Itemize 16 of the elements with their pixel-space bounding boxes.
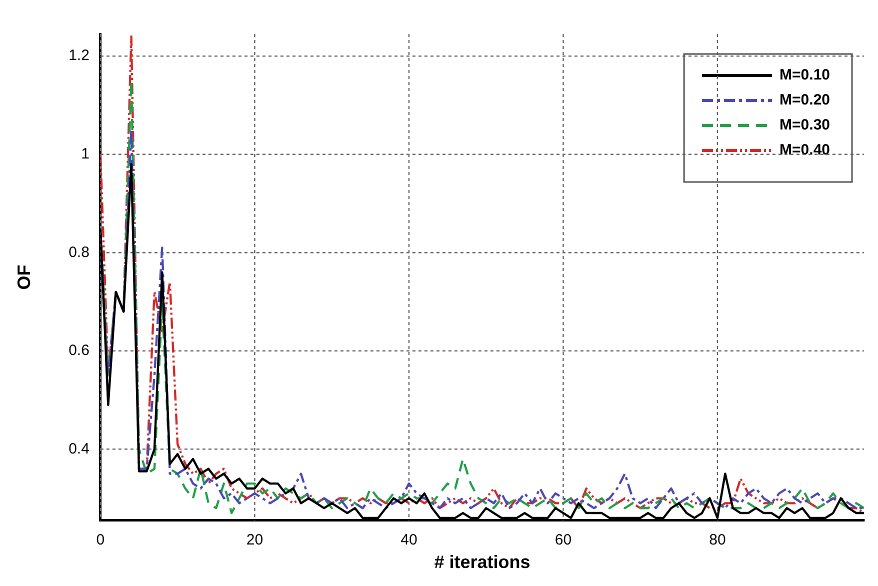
x-tick-label: 0 (96, 532, 105, 549)
x-tick-label: 20 (246, 532, 264, 549)
x-tick-label: 80 (709, 532, 726, 549)
y-tick-label: 0.4 (68, 440, 90, 458)
x-tick-label: 60 (554, 532, 572, 549)
legend-label: M=0.10 (780, 66, 830, 84)
y-axis-title: OF (14, 264, 34, 290)
legend-label: M=0.20 (780, 92, 830, 109)
y-tick-label: 1 (81, 146, 90, 163)
legend-label: M=0.40 (780, 142, 830, 159)
legend-label: M=0.30 (780, 116, 830, 134)
x-tick-label: 40 (400, 532, 418, 549)
y-tick-label: 0.8 (68, 244, 90, 261)
y-tick-label: 0.6 (68, 342, 90, 360)
x-axis-title: # iterations (434, 552, 530, 572)
y-tick-label: 1.2 (68, 47, 90, 64)
